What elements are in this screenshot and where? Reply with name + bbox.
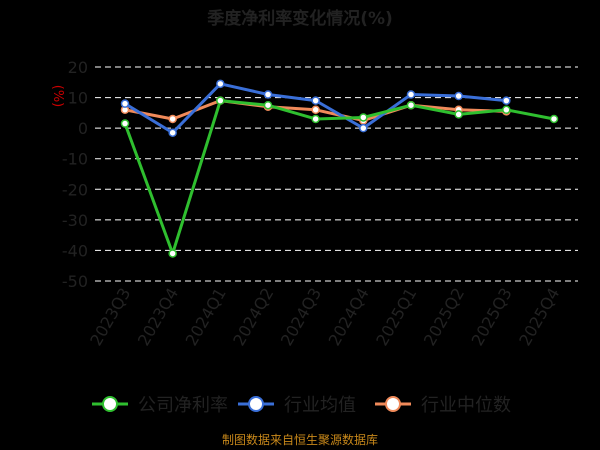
legend-label: 行业中位数 <box>421 395 511 416</box>
data-point[interactable] <box>216 96 225 105</box>
data-point[interactable] <box>168 249 177 258</box>
x-tick-label: 2025Q3 <box>468 285 516 349</box>
x-tick-label: 2025Q1 <box>372 285 420 349</box>
data-point[interactable] <box>311 105 320 115</box>
x-tick-label: 2024Q3 <box>277 285 325 349</box>
y-tick-label: -10 <box>62 150 88 169</box>
data-point[interactable] <box>406 90 416 99</box>
legend-item[interactable]: 行业中位数 <box>375 395 511 416</box>
legend: 公司净利率 行业均值 行业中位数 <box>92 395 511 416</box>
y-tick-label: -50 <box>62 272 88 291</box>
legend-item[interactable]: 行业均值 <box>238 395 356 416</box>
x-tick-label: 2024Q2 <box>229 285 277 349</box>
y-tick-label: 0 <box>78 119 88 138</box>
data-point[interactable] <box>263 90 273 99</box>
legend-label: 公司净利率 <box>138 395 228 416</box>
data-point[interactable] <box>311 114 320 124</box>
y-tick-labels: 20 10 0 -10 -20 -30 -40 -50 <box>62 58 88 291</box>
x-tick-label: 2023Q4 <box>134 285 182 349</box>
y-tick-label: -40 <box>62 241 88 260</box>
x-tick-labels: 2023Q3 2023Q4 2024Q1 2024Q2 2024Q3 2024Q4 2025… <box>86 284 563 348</box>
data-point[interactable] <box>216 79 225 89</box>
data-point[interactable] <box>359 113 368 122</box>
source-note: 制图数据来自恒生聚源数据库 <box>222 432 378 447</box>
x-tick-label: 2025Q2 <box>420 284 468 348</box>
legend-swatch-marker <box>102 396 118 412</box>
y-tick-label: 10 <box>68 89 88 108</box>
series-1 <box>120 79 511 137</box>
data-point[interactable] <box>263 100 273 110</box>
x-tick-label: 2024Q1 <box>182 285 230 349</box>
legend-swatch-marker <box>385 396 401 412</box>
data-point[interactable] <box>168 128 177 137</box>
series-line <box>123 99 555 255</box>
y-tick-label: -30 <box>62 211 88 230</box>
x-tick-label: 2025Q4 <box>515 285 563 349</box>
legend-item[interactable]: 公司净利率 <box>92 395 228 416</box>
series-0 <box>120 96 559 258</box>
series-layer <box>120 79 559 258</box>
data-point[interactable] <box>549 114 559 124</box>
y-tick-label: 20 <box>68 58 88 77</box>
data-point[interactable] <box>502 96 511 105</box>
data-point[interactable] <box>120 119 130 128</box>
y-axis-label: (%) <box>50 85 65 108</box>
data-point[interactable] <box>311 96 320 105</box>
data-point[interactable] <box>406 100 416 110</box>
data-point[interactable] <box>502 105 511 115</box>
data-point[interactable] <box>359 123 368 133</box>
chart-title: 季度净利率变化情况(%) <box>207 8 393 29</box>
y-tick-label: -20 <box>62 180 88 199</box>
data-point[interactable] <box>120 99 130 108</box>
legend-swatch-marker <box>248 396 264 412</box>
data-point[interactable] <box>168 114 177 124</box>
data-point[interactable] <box>454 91 463 101</box>
x-tick-label: 2023Q3 <box>86 285 134 349</box>
legend-label: 行业均值 <box>284 395 356 416</box>
x-tick-label: 2024Q4 <box>325 285 373 349</box>
data-point[interactable] <box>454 110 463 119</box>
